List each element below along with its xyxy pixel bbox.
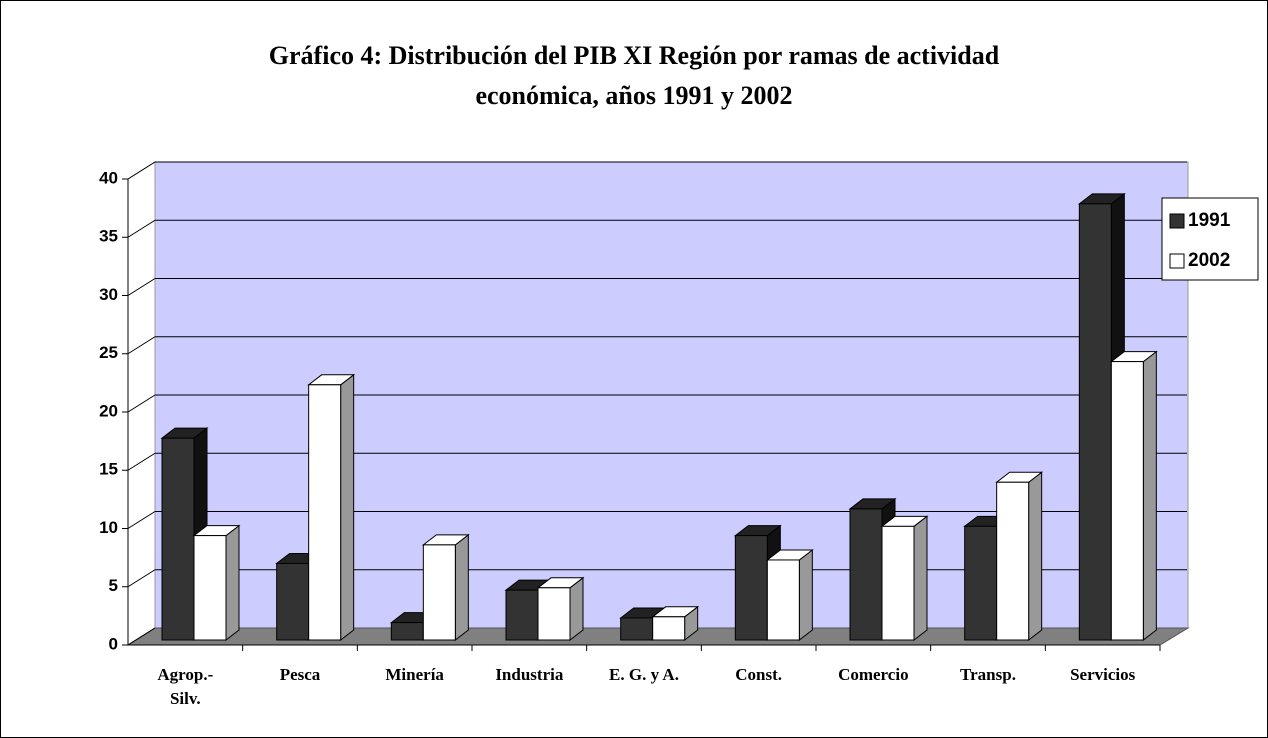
- y-tick-label: 10: [99, 518, 118, 537]
- tick-mark: [127, 452, 156, 471]
- x-tick-label: Agrop.- Silv.: [157, 665, 213, 708]
- legend-label: 2002: [1188, 250, 1230, 271]
- bar: [161, 437, 195, 641]
- bar-side: [569, 576, 584, 642]
- bar: [193, 535, 227, 641]
- bar-side: [1142, 350, 1157, 642]
- y-tick-label: 30: [99, 285, 118, 304]
- bar: [1110, 361, 1144, 641]
- tick-mark: [127, 219, 156, 238]
- chart-title: económica, años 1991 y 2002: [475, 81, 792, 110]
- tick-mark: [127, 161, 156, 180]
- bar: [505, 589, 539, 641]
- x-tick-label-line: Agrop.-: [157, 665, 213, 684]
- bar: [652, 616, 686, 641]
- bar: [996, 481, 1030, 641]
- bar: [881, 525, 915, 641]
- chart-title: Gráfico 4: Distribución del PIB XI Regió…: [269, 41, 1000, 70]
- x-tick-label: Industria: [495, 665, 564, 684]
- bar-side: [225, 524, 240, 642]
- y-tick-label: 40: [99, 168, 118, 187]
- x-tick-label: Servicios: [1070, 665, 1136, 684]
- legend-swatch: [1169, 253, 1185, 269]
- tick-mark: [127, 394, 156, 413]
- legend-swatch: [1169, 213, 1185, 229]
- legend-label: 1991: [1188, 210, 1231, 231]
- y-tick-label: 0: [109, 634, 118, 653]
- y-tick-label: 20: [99, 401, 118, 420]
- bar: [422, 544, 456, 641]
- bar-side: [798, 548, 813, 642]
- bar-side: [340, 373, 355, 642]
- x-tick-label: Comercio: [838, 665, 909, 684]
- bar: [964, 525, 998, 641]
- x-tick-label-line: Silv.: [170, 689, 201, 708]
- bar: [766, 559, 800, 641]
- bar: [734, 535, 768, 641]
- y-tick-label: 35: [99, 227, 118, 246]
- bar: [308, 384, 342, 641]
- y-tick-label: 15: [99, 460, 118, 479]
- bar-side: [1028, 471, 1043, 642]
- tick-mark: [127, 336, 156, 355]
- bar: [537, 587, 571, 641]
- tick-mark: [127, 278, 156, 296]
- tick-mark: [127, 569, 156, 588]
- y-tick-label: 5: [109, 576, 118, 595]
- x-tick-label: Transp.: [960, 665, 1016, 684]
- x-tick-label: Pesca: [280, 665, 321, 684]
- x-tick-label: Const.: [735, 665, 782, 684]
- y-tick-label: 25: [99, 343, 118, 362]
- bar: [1078, 203, 1112, 641]
- bar-side: [454, 533, 469, 642]
- x-tick-label: E. G. y A.: [609, 665, 679, 684]
- bar-side: [913, 515, 928, 642]
- tick-mark: [127, 627, 156, 646]
- bar: [276, 562, 310, 641]
- tick-mark: [127, 511, 156, 529]
- bar: [849, 508, 883, 641]
- bar: [620, 617, 654, 641]
- x-tick-label: Minería: [385, 665, 444, 684]
- bar: [390, 622, 424, 641]
